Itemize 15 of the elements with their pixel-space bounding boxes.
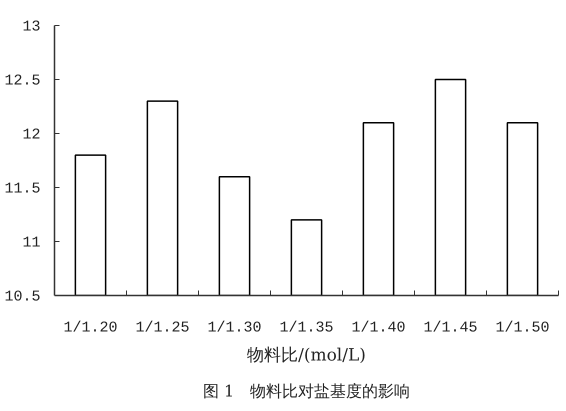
y-tick-label: 10.5 — [4, 288, 41, 306]
x-axis-title: 物料比/(mol/L) — [247, 346, 366, 366]
x-tick-label: 1/1.20 — [63, 320, 118, 336]
y-tick-label: 12.5 — [4, 72, 41, 90]
x-tick-label: 1/1.40 — [351, 320, 406, 336]
x-tick-label: 1/1.50 — [495, 320, 550, 336]
y-tick-label: 11.5 — [4, 180, 41, 198]
text: 图 1 物料比对盐基度的影响 — [202, 382, 410, 400]
y-tick-label: 11 — [22, 234, 41, 252]
x-tick-label: 1/1.35 — [279, 320, 334, 336]
x-tick-label: 1/1.45 — [423, 320, 478, 336]
y-tick-label: 12 — [22, 126, 41, 144]
x-tick-label: 1/1.30 — [207, 320, 262, 336]
y-tick-label: 13 — [22, 18, 41, 36]
x-tick-label: 1/1.25 — [135, 320, 190, 336]
